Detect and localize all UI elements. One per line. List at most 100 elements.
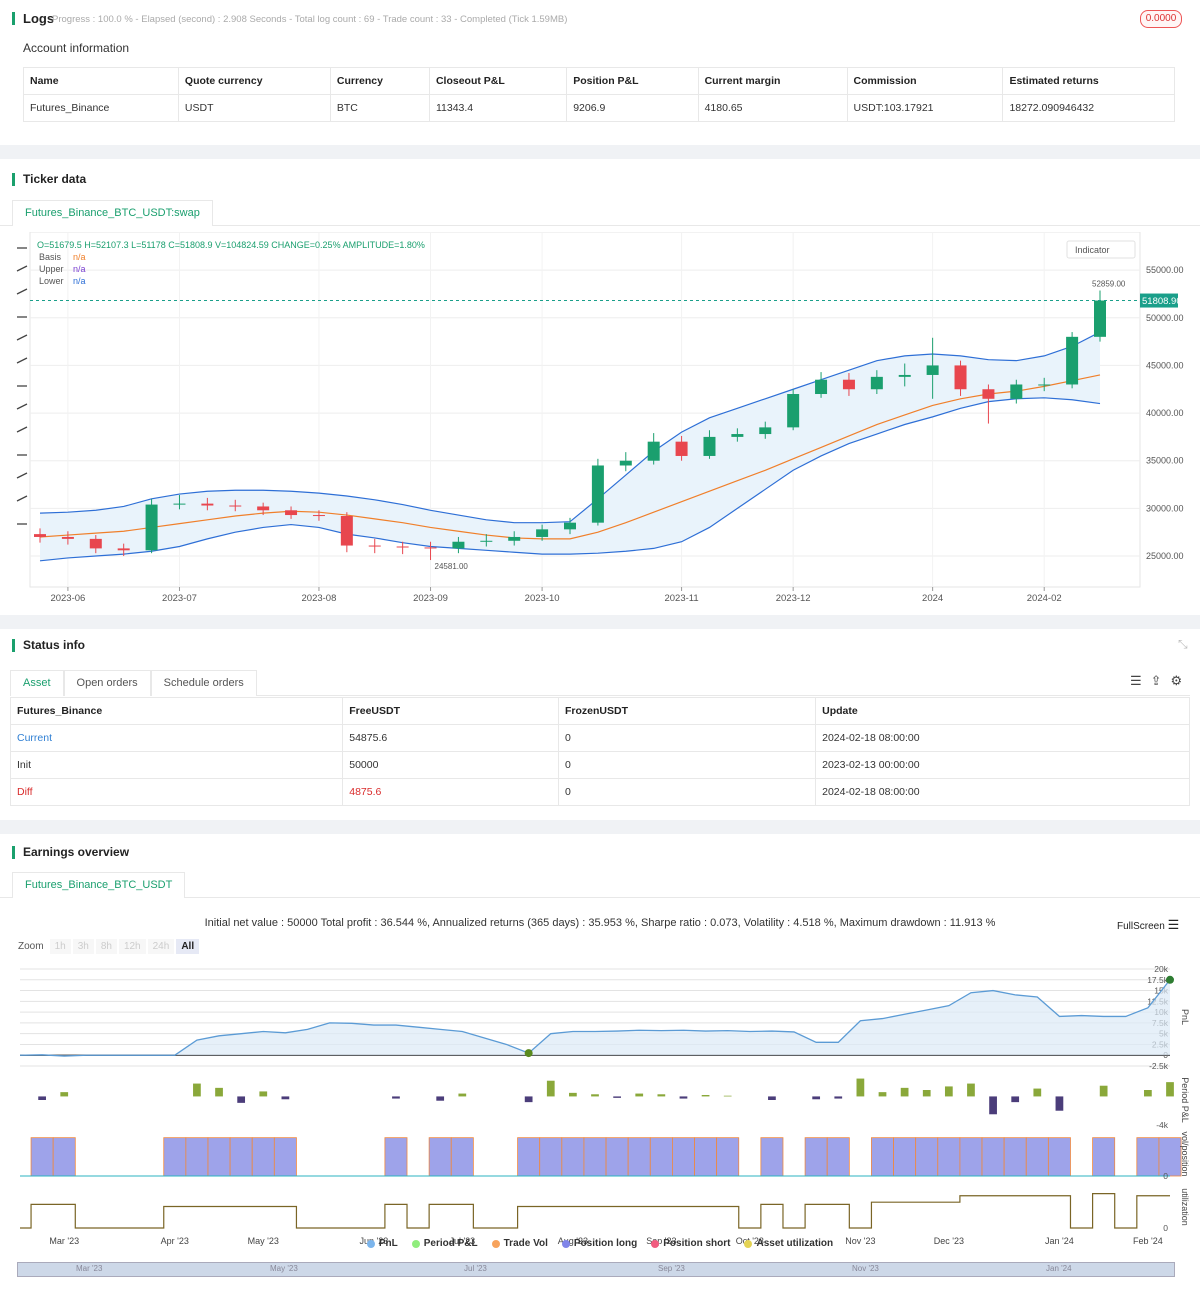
zoom-button[interactable]: All	[176, 939, 200, 954]
legend-name: Lower	[39, 276, 64, 286]
candle-body	[396, 546, 409, 548]
candle-body	[703, 436, 716, 456]
table-cell: 4875.6	[342, 778, 559, 806]
earnings-tab[interactable]: Futures_Binance_BTC_USDT	[12, 872, 186, 898]
zoom-button[interactable]: 24h	[147, 939, 175, 954]
position-block	[185, 1137, 209, 1177]
candle-body	[312, 515, 325, 517]
position-block	[273, 1137, 297, 1177]
period-bar	[281, 1096, 290, 1100]
candle-body	[1010, 384, 1023, 399]
candle-body	[647, 441, 660, 461]
legend-swatch	[561, 1239, 570, 1248]
period-bar	[1033, 1088, 1042, 1097]
x-tick-label: 2023-06	[50, 593, 85, 604]
legend-item[interactable]: Asset utilization	[744, 1238, 833, 1249]
position-block	[1158, 1137, 1182, 1177]
table-cell: USDT:103.17921	[846, 94, 1004, 122]
navigator-label: May '23	[270, 1264, 298, 1273]
x-tick-label: 2023-09	[413, 593, 448, 604]
ticker-tab[interactable]: Futures_Binance_BTC_USDT:swap	[12, 200, 213, 226]
candle-body	[954, 365, 967, 390]
table-row: Current 54875.6 0 2024-02-18 08:00:00	[9, 724, 1190, 752]
y-tick-label: 50000.00	[1146, 313, 1184, 323]
period-bar	[1099, 1085, 1108, 1097]
legend-item[interactable]: Period P&L	[411, 1238, 478, 1249]
collapse-icon[interactable]: ⤡	[1178, 637, 1188, 651]
x-tick-label: Jul '23	[449, 1236, 475, 1246]
candle-body	[591, 465, 604, 523]
separator	[0, 615, 1200, 629]
position-block	[384, 1137, 408, 1177]
y-tick-label: 30000.00	[1146, 503, 1184, 513]
legend-item[interactable]: Position long	[561, 1238, 637, 1249]
position-block	[937, 1137, 961, 1177]
legend-item[interactable]: Position short	[651, 1238, 730, 1249]
pnl-area	[20, 979, 1170, 1057]
position-block	[605, 1137, 629, 1177]
candle-body	[508, 536, 521, 541]
legend-label: Trade Vol	[503, 1238, 548, 1249]
price-chart: 25000.00 30000.00 35000.00 40000.00 45000.00…	[16, 232, 1184, 604]
legend-item[interactable]: Trade Vol	[491, 1238, 548, 1249]
toolbar-icons[interactable]: ☰⇪⚙	[1130, 673, 1192, 688]
legend-label: PnL	[378, 1238, 398, 1249]
tab-rule	[0, 225, 1200, 226]
legend-item[interactable]: PnL	[366, 1238, 398, 1249]
status-tab[interactable]: Schedule orders	[150, 670, 257, 696]
x-tick-label: Feb '24	[1133, 1236, 1163, 1246]
y-tick-label: 25000.00	[1146, 551, 1184, 561]
legend-name: Basis	[39, 252, 62, 262]
position-block	[1092, 1137, 1116, 1177]
zoom-button[interactable]: 8h	[95, 939, 117, 954]
period-bar	[900, 1087, 909, 1097]
period-bar	[458, 1093, 467, 1097]
menu-icon[interactable]: ☰	[1167, 917, 1180, 932]
x-tick-label: 2023-10	[525, 593, 560, 604]
band-line	[39, 397, 1101, 562]
period-bar	[944, 1086, 953, 1097]
candle-body	[898, 374, 911, 377]
status-tab[interactable]: Open orders	[63, 670, 151, 696]
period-bar	[193, 1083, 201, 1097]
panel-label: vol/position	[1180, 1131, 1190, 1176]
candle-body	[675, 441, 688, 456]
table-cell: BTC	[329, 94, 430, 122]
x-tick-label: 2024	[922, 593, 943, 604]
candle-body	[340, 516, 353, 546]
candle-body	[1038, 384, 1051, 386]
position-block	[517, 1137, 541, 1177]
table-row: Init 50000 0 2023-02-13 00:00:00	[9, 751, 1190, 779]
navigator[interactable]: Mar '23 May '23 Jul '23 Sep '23 Nov '23 Jan '…	[17, 1262, 1175, 1277]
table-cell: 2024-02-18 08:00:00	[815, 724, 1190, 752]
table-cell: 50000	[342, 751, 559, 779]
position-block	[30, 1137, 54, 1177]
table-cell: Futures_Binance	[23, 94, 179, 122]
table-cell: Diff	[9, 778, 344, 806]
candle-body	[870, 376, 883, 390]
status-tab[interactable]: Asset	[10, 670, 64, 696]
candle-body	[145, 504, 158, 551]
y-tick-label: 0	[1163, 1223, 1168, 1233]
header-cell: FrozenUSDT	[557, 697, 817, 725]
position-block	[716, 1137, 740, 1177]
table-cell: 0	[557, 778, 817, 806]
header-cell: Commission	[846, 67, 1004, 95]
low-label: 24581.00	[435, 562, 469, 571]
zoom-button[interactable]: 1h	[49, 939, 71, 954]
header-cell: FreeUSDT	[342, 697, 559, 725]
navigator-label: Jan '24	[1046, 1264, 1072, 1273]
candle-body	[201, 503, 214, 506]
legend-value: n/a	[73, 264, 86, 274]
position-block	[694, 1137, 718, 1177]
period-bar	[524, 1096, 533, 1103]
position-block	[1136, 1137, 1160, 1177]
zoom-button[interactable]: 3h	[72, 939, 94, 954]
position-block	[450, 1137, 474, 1177]
zoom-button[interactable]: 12h	[118, 939, 146, 954]
y-tick-label: 0	[1163, 1171, 1168, 1181]
legend-swatch	[651, 1239, 660, 1248]
position-block	[672, 1137, 695, 1177]
period-bar	[237, 1096, 246, 1103]
fullscreen-button[interactable]: FullScreen ☰	[1117, 917, 1179, 933]
